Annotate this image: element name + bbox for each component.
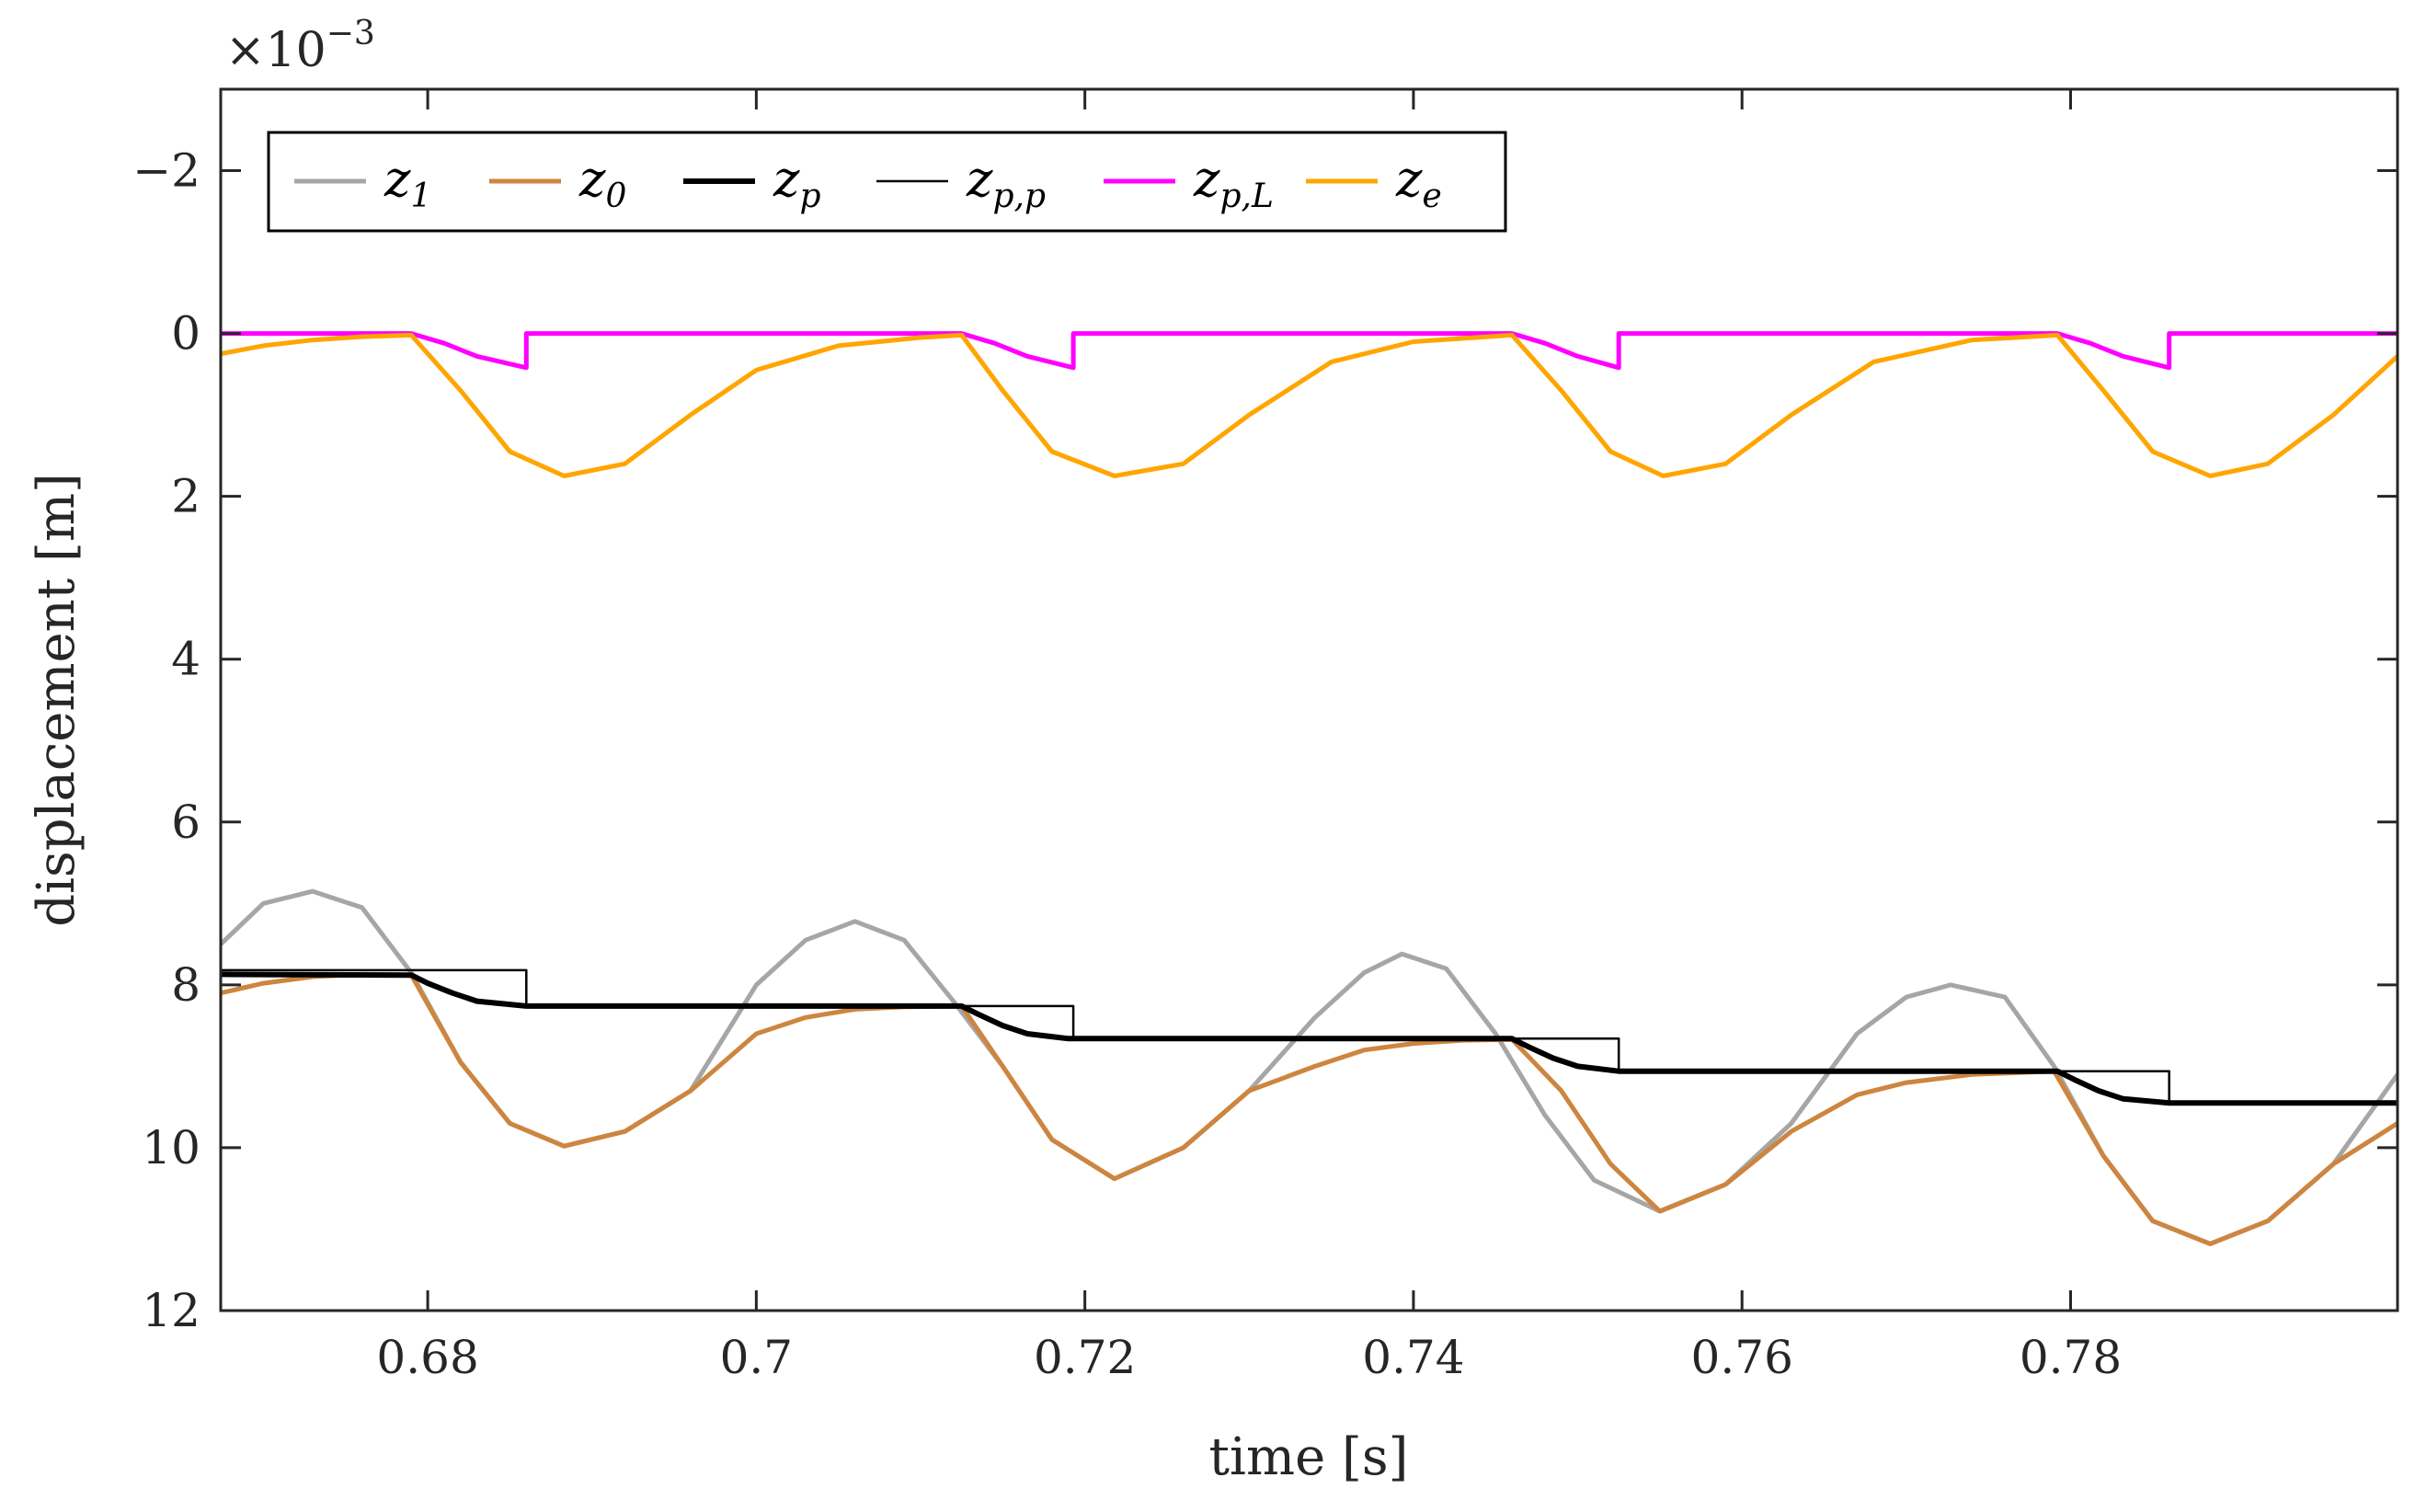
x-tick-label: 0.76 [1691,1331,1793,1384]
legend: z1 z0 zp zp,p zp,L ze [267,131,1507,233]
y-scale-exponent-label: ×10−3 [225,15,375,78]
legend-label: ze [1395,150,1442,215]
y-tick-label: 0 [171,307,200,361]
y-tick-label: 2 [171,470,200,523]
axes-frame [219,87,2399,1312]
legend-item-z-e: ze [1306,150,1442,215]
legend-label: zp,L [1193,150,1274,215]
series-line-z-e [221,332,2398,478]
y-tick-label: 8 [171,958,200,1012]
x-tick-label: 0.72 [1034,1331,1136,1384]
legend-item-z-1: z1 [294,150,431,215]
series-line-z-p-l [221,331,2398,371]
y-tick-label: −2 [132,144,200,198]
x-tick-label: 0.74 [1362,1331,1464,1384]
ticks-layer: 0.68 0.7 0.72 0.74 0.76 0.78 −2 0 2 4 6 8 10 12 [132,89,2398,1384]
y-scale-base: ×10 [225,23,326,78]
legend-item-z-p-l: zp,L [1104,150,1274,215]
legend-item-z-p: zp [683,150,821,215]
axes-layer [219,87,2399,1312]
y-scale-exponent: −3 [326,15,375,52]
legend-label: zp [773,150,821,215]
legend-item-z-p-p: zp,p [876,150,1046,215]
legend-label: z1 [383,150,431,215]
series-layer [221,331,2398,1246]
legend-item-z-0: z0 [489,150,626,215]
x-tick-label: 0.7 [720,1331,794,1384]
y-tick-label: 12 [142,1284,200,1337]
plot-area [221,89,2398,1311]
legend-label: z0 [578,150,626,215]
y-axis-title: displacement [m] [27,473,86,927]
y-tick-label: 6 [171,796,200,849]
series-line-z-p-p [221,968,2398,1105]
x-tick-label: 0.68 [376,1331,478,1384]
x-axis-title: time [s] [1209,1427,1409,1487]
y-tick-label: 4 [171,633,200,686]
legend-label: zp,p [966,150,1046,215]
y-tick-label: 10 [142,1121,200,1174]
x-tick-label: 0.78 [2020,1331,2122,1384]
